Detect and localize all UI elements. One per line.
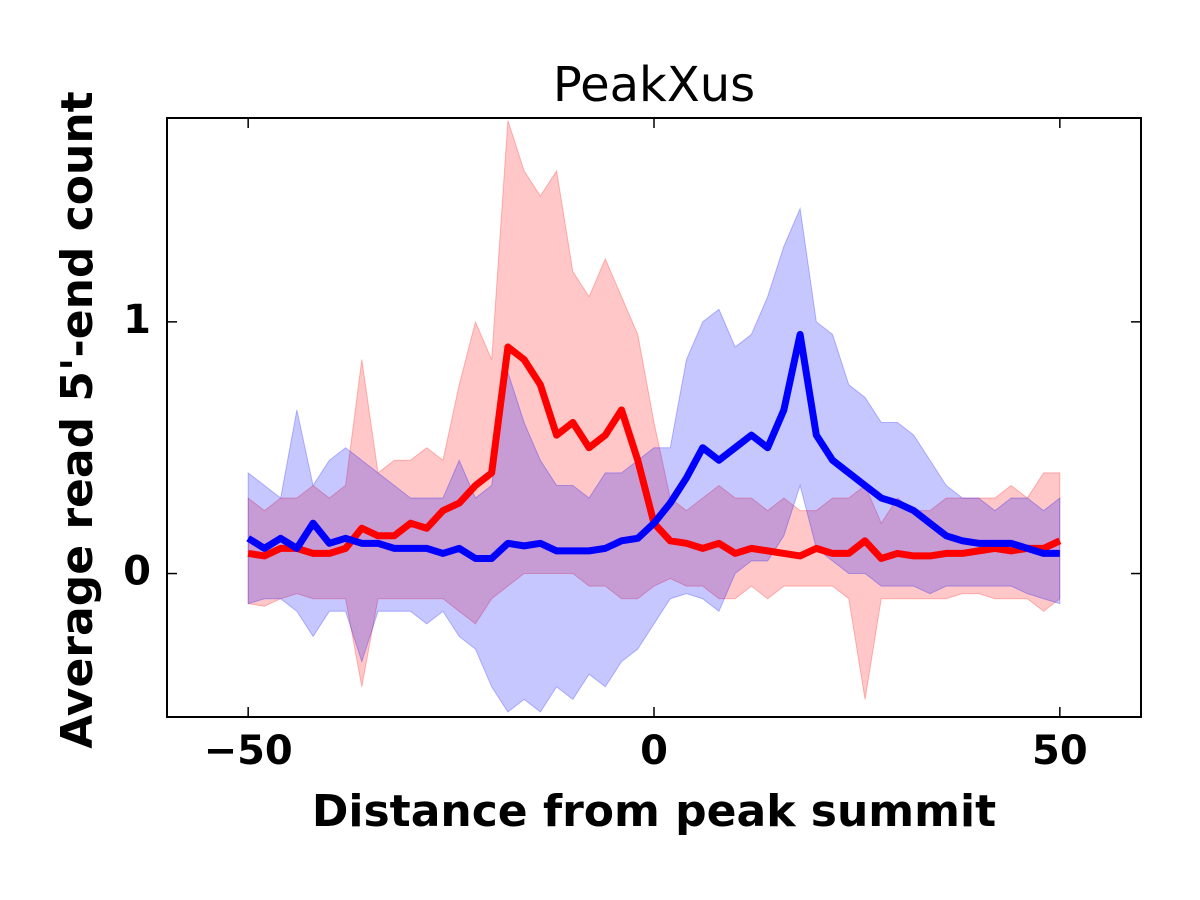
x-axis-label: Distance from peak summit bbox=[312, 786, 996, 837]
chart-title: PeakXus bbox=[553, 57, 755, 113]
y-tick-label: 1 bbox=[123, 297, 151, 343]
x-tick-label: 0 bbox=[640, 728, 668, 774]
x-tick-label: −50 bbox=[204, 728, 293, 774]
line bbox=[246, 330, 1060, 562]
y-tick-label: 0 bbox=[123, 549, 151, 595]
y-axis-label: Average read 5'-end count bbox=[52, 91, 103, 748]
error-band bbox=[247, 120, 1061, 700]
error-band bbox=[247, 206, 1061, 713]
x-tick-label: 50 bbox=[1032, 728, 1088, 774]
